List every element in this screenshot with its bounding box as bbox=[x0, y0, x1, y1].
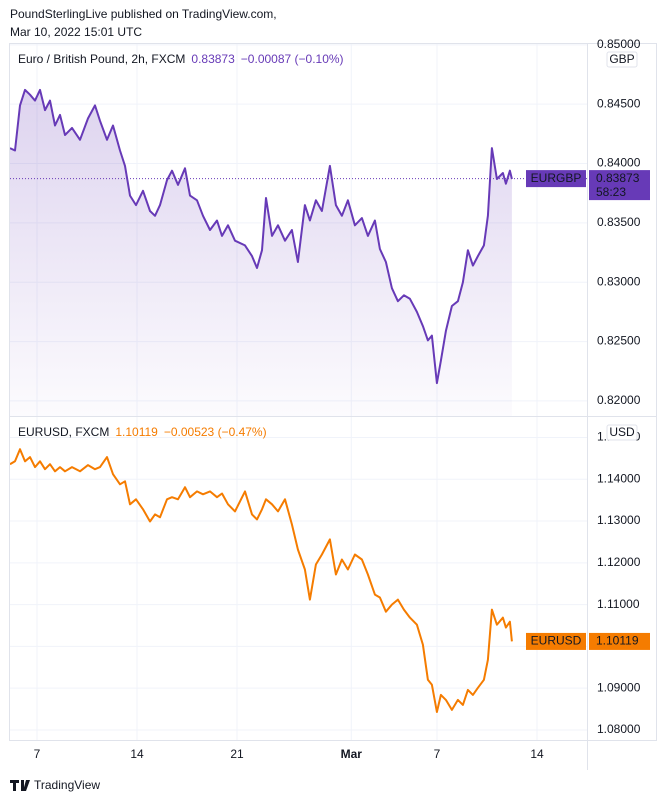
price-line bbox=[10, 88, 513, 385]
price-label: 0.83873 bbox=[596, 171, 640, 185]
y-tick-label: 0.84500 bbox=[597, 96, 641, 110]
publish-date: Mar 10, 2022 15:01 UTC bbox=[10, 25, 142, 39]
price-label: 1.10119 bbox=[596, 634, 639, 648]
y-tick-label: 0.82500 bbox=[597, 334, 641, 348]
y-tick-label: 1.14000 bbox=[597, 471, 641, 485]
symbol-label: EURGBP bbox=[531, 171, 582, 185]
currency: GBP bbox=[609, 52, 634, 66]
x-tick-label: Mar bbox=[341, 747, 363, 761]
logo bbox=[10, 780, 30, 791]
y-tick-label: 1.09000 bbox=[597, 680, 641, 694]
currency-box bbox=[606, 51, 638, 68]
legend-last: 1.10119 bbox=[115, 425, 158, 439]
legend-title: EURUSD, FXCM bbox=[18, 425, 109, 439]
legend-title: Euro / British Pound, 2h, FXCM bbox=[18, 52, 185, 66]
countdown: 58:23 bbox=[596, 185, 626, 199]
legend-change: −0.00087 (−0.10%) bbox=[241, 52, 344, 66]
legend: Euro / British Pound, 2h, FXCM 0.83873 −0.… bbox=[18, 52, 344, 66]
symbol-badge bbox=[526, 632, 586, 650]
pane bbox=[10, 417, 587, 740]
symbol-label: EURUSD bbox=[531, 634, 582, 648]
y-tick-label: 0.83500 bbox=[597, 215, 641, 229]
y-tick-label: 0.82000 bbox=[597, 393, 641, 407]
x-tick-label: 7 bbox=[34, 747, 41, 761]
y-tick-label: 1.11000 bbox=[597, 597, 640, 611]
price-badge bbox=[589, 170, 650, 201]
pane bbox=[10, 44, 587, 416]
x-tick-label: 14 bbox=[530, 747, 544, 761]
price-badge bbox=[589, 632, 650, 650]
legend-last: 0.83873 bbox=[191, 52, 235, 66]
x-tick-label: 14 bbox=[130, 747, 144, 761]
area bbox=[10, 89, 512, 416]
currency-box bbox=[606, 424, 638, 441]
currency: USD bbox=[609, 425, 635, 439]
y-tick-label: 1.08000 bbox=[597, 722, 641, 736]
y-tick-label: 0.85000 bbox=[597, 37, 641, 51]
y-tick-label: 1.12000 bbox=[597, 555, 641, 569]
legend-change: −0.00523 (−0.47%) bbox=[164, 425, 267, 439]
publisher: PoundSterlingLive published on TradingVi… bbox=[10, 7, 277, 21]
legend: EURUSD, FXCM 1.10119 −0.00523 (−0.47%) bbox=[18, 425, 267, 439]
x-tick-label: 21 bbox=[230, 747, 244, 761]
y-tick-label: 1.13000 bbox=[597, 513, 641, 527]
y-tick-label: 0.84000 bbox=[597, 156, 641, 170]
symbol-badge bbox=[526, 170, 586, 188]
price-line bbox=[10, 448, 513, 713]
y-tick-label: 0.83000 bbox=[597, 274, 641, 288]
brand: TradingView bbox=[34, 778, 100, 792]
x-tick-label: 7 bbox=[434, 747, 441, 761]
